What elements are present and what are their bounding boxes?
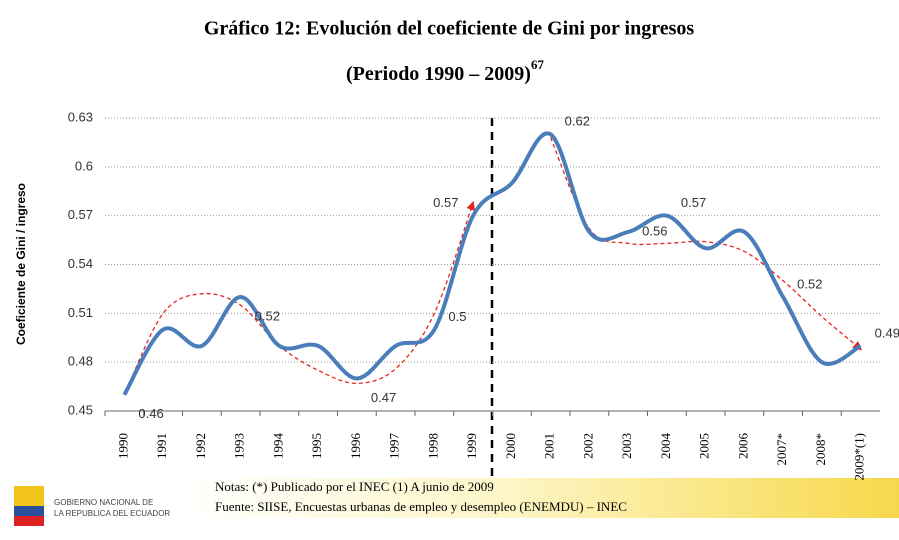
y-axis-label: Coeficiente de Gini / ingreso (14, 183, 28, 345)
logo-stripe (14, 506, 44, 516)
y-tick-label: 0.48 (68, 354, 93, 369)
x-tick-label: 2005 (697, 433, 712, 459)
data-label: 0.56 (642, 223, 667, 238)
data-label: 0.52 (797, 276, 822, 291)
x-tick-label: 1991 (154, 433, 169, 459)
footer-band (180, 478, 899, 518)
chart-title: Gráfico 12: Evolución del coeficiente de… (204, 18, 695, 40)
data-label: 0.47 (371, 390, 396, 405)
subtitle-text: (Periodo 1990 – 2009) (346, 63, 531, 85)
chart-subtitle: (Periodo 1990 – 2009)67 (346, 57, 544, 85)
data-label: 0.49 (875, 325, 899, 340)
trend-line (123, 200, 476, 396)
x-tick-label: 1995 (309, 433, 324, 459)
logo-stripe (14, 516, 44, 526)
x-tick-label: 1992 (193, 433, 208, 459)
data-label: 0.57 (433, 195, 458, 210)
x-tick-label: 2001 (542, 433, 557, 459)
y-tick-label: 0.45 (68, 402, 93, 417)
data-label: 0.52 (255, 308, 280, 323)
x-tick-label: 1990 (115, 433, 130, 459)
y-tick-label: 0.6 (75, 158, 93, 173)
x-tick-label: 1996 (348, 433, 363, 460)
x-tick-label: 1994 (270, 433, 285, 460)
logo-text: LA REPUBLICA DEL ECUADOR (54, 509, 170, 518)
x-tick-label: 1993 (232, 433, 247, 459)
notes: Notas: (*) Publicado por el INEC (1) A j… (215, 479, 494, 494)
x-tick-label: 2008* (813, 433, 828, 466)
y-tick-label: 0.51 (68, 305, 93, 320)
x-tick-label: 1998 (425, 433, 440, 459)
data-label: 0.62 (565, 114, 590, 129)
x-tick-label: 2006 (735, 433, 750, 460)
x-tick-label: 1997 (387, 433, 402, 460)
source: Fuente: SIISE, Encuestas urbanas de empl… (215, 499, 627, 514)
x-tick-label: 1999 (464, 433, 479, 459)
data-label: 0.46 (138, 406, 163, 421)
data-label: 0.5 (448, 309, 466, 324)
subtitle-sup: 67 (531, 57, 545, 72)
trend-line (550, 137, 863, 351)
y-tick-label: 0.54 (68, 256, 93, 271)
data-label: 0.57 (681, 195, 706, 210)
x-tick-label: 2003 (619, 433, 634, 459)
x-tick-label: 2007* (774, 433, 789, 466)
series-line (122, 131, 862, 396)
logo-text: GOBIERNO NACIONAL DE (54, 498, 153, 507)
x-tick-label: 2009*(1) (852, 433, 867, 481)
y-tick-label: 0.63 (68, 109, 93, 124)
y-tick-label: 0.57 (68, 207, 93, 222)
x-tick-label: 2004 (658, 433, 673, 460)
x-tick-label: 2002 (580, 433, 595, 459)
logo: GOBIERNO NACIONAL DE LA REPUBLICA DEL EC… (14, 486, 170, 526)
x-tick-label: 2000 (503, 433, 518, 459)
